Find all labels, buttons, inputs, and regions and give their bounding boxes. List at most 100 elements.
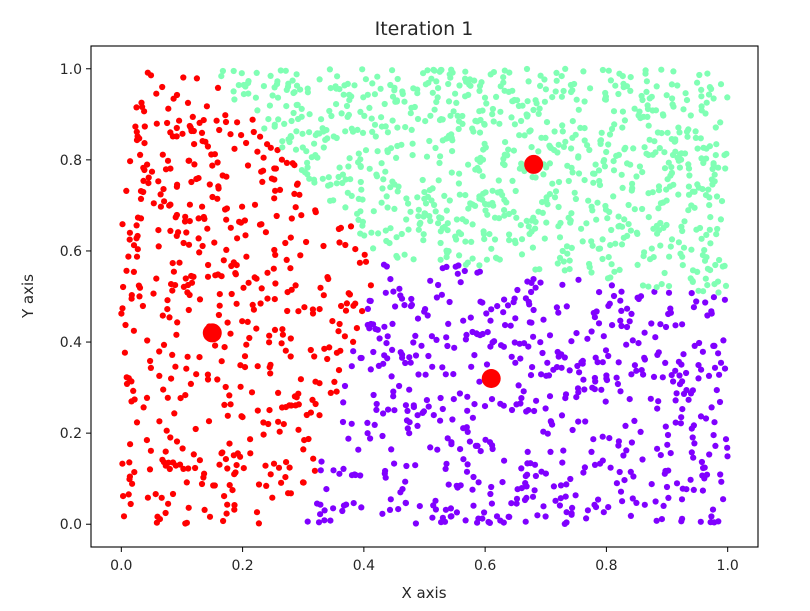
data-point xyxy=(316,380,323,387)
data-point xyxy=(166,314,173,321)
data-point xyxy=(477,158,484,165)
data-point xyxy=(645,214,652,221)
data-point xyxy=(346,91,353,98)
data-point xyxy=(540,171,547,178)
data-point xyxy=(126,476,133,483)
data-point xyxy=(414,90,421,97)
data-point xyxy=(219,172,226,179)
data-point xyxy=(164,119,171,127)
data-point xyxy=(191,141,198,148)
data-point xyxy=(325,275,332,283)
data-point xyxy=(185,241,193,248)
data-point xyxy=(571,189,578,196)
data-point xyxy=(443,334,450,341)
data-point xyxy=(301,169,309,176)
data-point xyxy=(316,306,323,313)
data-point xyxy=(239,414,246,421)
data-point xyxy=(130,242,138,249)
data-point xyxy=(326,66,333,73)
data-point xyxy=(566,266,573,273)
data-point xyxy=(467,82,474,89)
data-point xyxy=(431,67,438,74)
data-point xyxy=(605,141,612,148)
data-point xyxy=(489,442,496,449)
data-point xyxy=(546,393,554,400)
y-tick-label: 0.4 xyxy=(60,335,82,351)
data-point xyxy=(586,264,593,271)
data-point xyxy=(690,486,697,493)
data-point xyxy=(306,111,313,118)
data-point xyxy=(511,121,518,128)
data-point xyxy=(555,223,562,230)
data-point xyxy=(414,422,421,429)
data-point xyxy=(216,291,223,298)
data-point xyxy=(173,133,180,140)
data-point xyxy=(575,389,582,396)
data-point xyxy=(238,132,245,139)
data-point xyxy=(646,136,653,143)
data-point xyxy=(224,465,231,472)
data-point xyxy=(573,330,580,337)
data-point xyxy=(589,207,596,214)
data-point xyxy=(449,416,456,423)
data-point xyxy=(173,331,180,338)
data-point xyxy=(587,85,594,92)
data-point xyxy=(679,321,686,328)
data-point xyxy=(273,81,281,88)
data-point xyxy=(688,449,695,456)
y-tick-label: 0.8 xyxy=(60,153,82,169)
centroid-marker xyxy=(524,154,544,174)
data-point xyxy=(492,254,500,261)
data-point xyxy=(190,273,197,280)
data-point xyxy=(394,124,401,131)
data-point xyxy=(433,294,440,301)
data-point xyxy=(156,348,163,355)
data-point xyxy=(130,268,137,275)
data-point xyxy=(342,204,349,211)
data-point xyxy=(506,237,513,244)
y-tick-label: 0.2 xyxy=(60,426,82,442)
data-point xyxy=(295,308,302,315)
data-point xyxy=(295,426,302,433)
data-point xyxy=(437,153,444,160)
data-point xyxy=(698,155,705,162)
data-point xyxy=(580,376,587,383)
data-point xyxy=(378,199,385,206)
data-point xyxy=(560,447,567,454)
data-point xyxy=(393,234,400,241)
data-point xyxy=(505,210,513,218)
y-tick-label: 1.0 xyxy=(60,62,82,78)
data-point xyxy=(222,112,229,119)
data-point xyxy=(355,446,362,453)
data-point xyxy=(153,275,160,282)
data-point xyxy=(195,215,202,222)
data-point xyxy=(366,297,373,304)
data-point xyxy=(541,98,549,105)
data-point xyxy=(606,131,614,138)
data-point xyxy=(548,418,555,426)
data-point xyxy=(641,501,648,508)
data-point xyxy=(541,76,548,83)
data-point xyxy=(603,377,611,384)
data-point xyxy=(183,365,190,372)
data-point xyxy=(615,151,623,158)
data-point xyxy=(379,185,386,192)
data-point xyxy=(241,353,249,360)
data-point xyxy=(391,407,398,414)
data-point xyxy=(658,130,665,137)
data-point xyxy=(448,134,455,141)
data-point xyxy=(437,394,444,402)
data-point xyxy=(584,507,592,514)
data-point xyxy=(522,473,529,480)
data-point xyxy=(383,340,390,347)
data-point xyxy=(715,350,722,357)
data-point xyxy=(420,70,427,77)
data-point xyxy=(582,418,589,425)
data-point xyxy=(402,124,409,131)
data-point xyxy=(167,201,174,208)
data-point xyxy=(573,394,580,401)
data-point xyxy=(351,82,358,89)
data-point xyxy=(717,216,725,223)
data-point xyxy=(539,349,546,357)
data-point xyxy=(177,395,184,402)
